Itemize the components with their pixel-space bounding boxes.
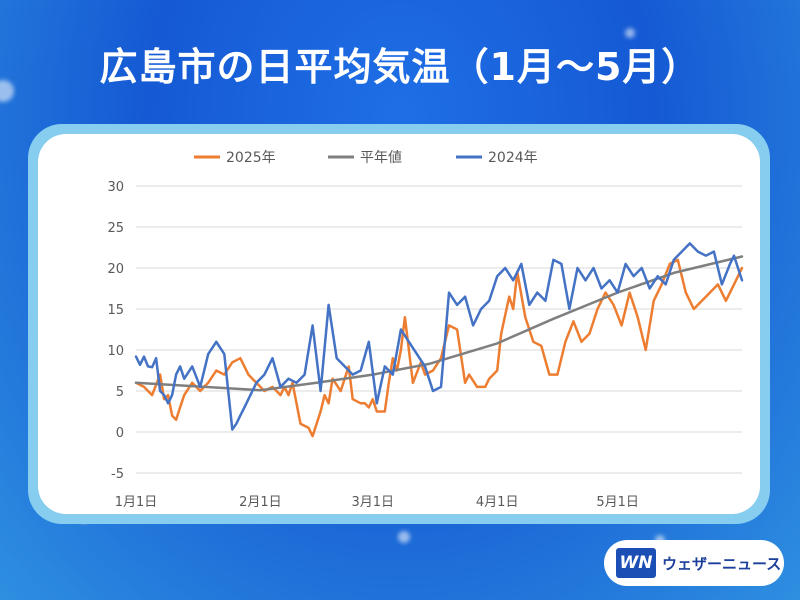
x-tick-label: 4月1日 bbox=[476, 495, 519, 510]
x-tick-label: 5月1日 bbox=[596, 495, 639, 510]
sparkle-decoration bbox=[398, 531, 410, 543]
series-line-0 bbox=[134, 258, 744, 438]
y-axis-ticks: -5 0 5 10 15 20 25 30 bbox=[107, 180, 124, 482]
logo-mark: WN bbox=[616, 548, 656, 578]
sparkle-decoration bbox=[625, 28, 635, 38]
x-tick-label: 1月1日 bbox=[115, 495, 158, 510]
y-tick-label: -5 bbox=[111, 467, 124, 482]
logo-text: ウェザーニュース bbox=[662, 554, 782, 573]
legend-label: 2024年 bbox=[488, 150, 538, 166]
series-line-1 bbox=[134, 255, 744, 392]
sparkle-decoration bbox=[0, 80, 14, 102]
x-tick-label: 3月1日 bbox=[352, 495, 395, 510]
y-tick-label: 25 bbox=[107, 221, 124, 236]
legend: 2025年 平年値 2024年 bbox=[194, 150, 538, 166]
legend-label: 2025年 bbox=[226, 150, 276, 166]
y-tick-label: 5 bbox=[116, 385, 124, 400]
x-tick-label: 2月1日 bbox=[239, 495, 282, 510]
y-tick-label: 30 bbox=[107, 180, 124, 195]
legend-label: 平年値 bbox=[360, 150, 402, 166]
page-title: 広島市の日平均気温（1月〜5月） bbox=[99, 45, 701, 89]
y-tick-label: 15 bbox=[107, 303, 124, 318]
temperature-line-chart: -5 0 5 10 15 20 25 30 1月1日 2月1日 3月1日 4月1日 5月1日 2025… bbox=[107, 150, 744, 510]
series-line-2 bbox=[134, 242, 744, 431]
x-axis-ticks: 1月1日 2月1日 3月1日 4月1日 5月1日 bbox=[115, 495, 639, 510]
y-tick-label: 20 bbox=[107, 262, 124, 277]
gridlines bbox=[136, 185, 742, 474]
series-lines bbox=[134, 242, 744, 438]
y-tick-label: 10 bbox=[107, 344, 124, 359]
weathernews-logo: WN ウェザーニュース bbox=[604, 540, 784, 586]
y-tick-label: 0 bbox=[116, 426, 124, 441]
